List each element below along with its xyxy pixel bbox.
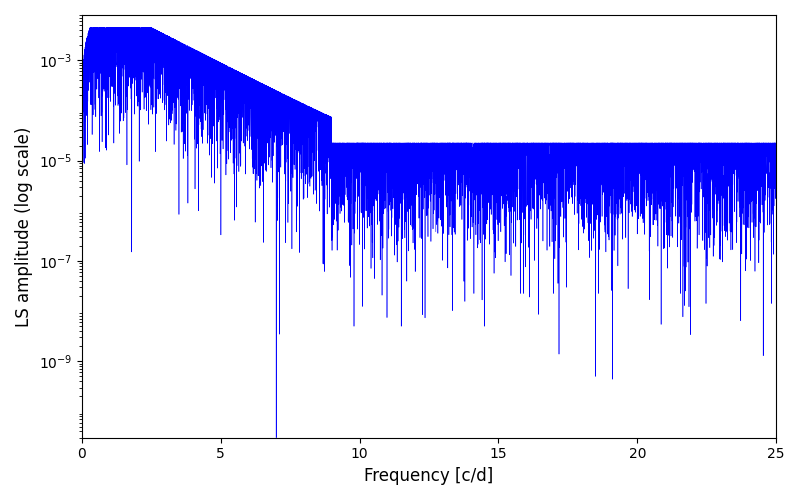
X-axis label: Frequency [c/d]: Frequency [c/d] — [364, 467, 494, 485]
Y-axis label: LS amplitude (log scale): LS amplitude (log scale) — [15, 126, 33, 326]
